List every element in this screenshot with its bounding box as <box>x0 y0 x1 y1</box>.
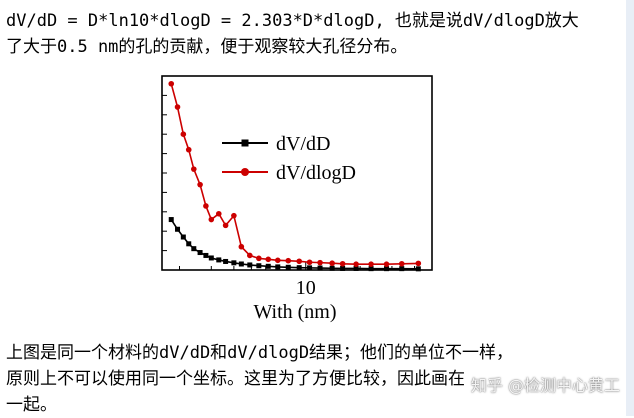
data-point-dvdlogd <box>222 222 229 229</box>
data-point-dvdlogd <box>191 166 197 172</box>
data-point-dvdd <box>368 266 374 272</box>
bottom-paragraph: 上图是同一个材料的dV/dD和dV/dlogD结果；他们的单位不一样， 原则上不… <box>6 340 513 418</box>
data-point-dvdd <box>353 265 359 271</box>
data-point-dvdlogd <box>274 257 281 264</box>
data-point-dvdlogd <box>383 261 390 267</box>
data-point-dvdd <box>384 266 390 272</box>
data-point-dvdd <box>307 265 313 271</box>
data-point-dvdd <box>180 234 186 240</box>
top-paragraph-line-2: 了大于0.5 nm的孔的贡献，便于观察较大孔径分布。 <box>6 37 408 57</box>
data-point-dvdlogd <box>329 260 335 267</box>
data-point-dvdd <box>216 257 222 263</box>
bottom-paragraph-line-1: 上图是同一个材料的dV/dD和dV/dlogD结果；他们的单位不一样， <box>6 343 514 363</box>
data-point-dvdlogd <box>353 261 359 267</box>
data-point-dvdlogd <box>238 243 245 250</box>
data-point-dvdd <box>247 262 253 268</box>
data-point-dvdlogd <box>174 104 181 110</box>
data-point-dvdlogd <box>197 181 203 188</box>
data-point-dvdlogd <box>317 259 323 266</box>
right-edge-strip <box>626 0 634 416</box>
legend-marker-dvdd <box>241 139 249 147</box>
data-point-dvdlogd <box>285 257 292 264</box>
zhihu-watermark: 知乎 @检测中心黄工 <box>470 376 620 395</box>
data-point-dvdlogd <box>306 259 313 266</box>
bottom-paragraph-line-2: 原则上不可以使用同一个坐标。这里为了方便比较，因此画在 <box>6 369 465 389</box>
x-tick-label-10: 10 <box>296 277 316 299</box>
data-point-dvdlogd <box>185 146 192 153</box>
data-point-dvdlogd <box>296 258 303 265</box>
data-point-dvdd <box>340 265 346 271</box>
data-point-dvdd <box>197 250 203 256</box>
legend-label-dvdlogd: dV/dlogD <box>276 162 356 184</box>
data-point-dvdd <box>296 265 302 271</box>
data-point-dvdlogd <box>246 252 253 259</box>
data-point-dvdlogd <box>203 203 209 209</box>
top-paragraph-line-1: dV/dD = D*ln10*dlogD = 2.303*D*dlogD, 也就… <box>6 11 579 31</box>
data-point-dvdd <box>256 263 262 269</box>
data-point-dvdd <box>186 241 192 247</box>
data-point-dvdlogd <box>368 261 374 267</box>
data-point-dvdd <box>275 264 281 270</box>
data-point-dvdd <box>285 264 291 270</box>
data-point-dvdlogd <box>180 131 187 137</box>
data-point-dvdd <box>231 260 237 266</box>
data-point-dvdd <box>317 265 323 271</box>
top-paragraph: dV/dD = D*ln10*dlogD = 2.303*D*dlogD, 也就… <box>6 8 579 60</box>
data-point-dvdd <box>203 252 209 258</box>
data-point-dvdd <box>191 246 197 252</box>
data-point-dvdlogd <box>256 255 262 262</box>
data-point-dvdlogd <box>208 216 215 223</box>
data-point-dvdlogd <box>215 210 222 217</box>
data-point-dvdd <box>399 266 405 272</box>
data-point-dvdd <box>265 263 271 269</box>
data-point-dvdd <box>175 226 181 232</box>
data-point-dvdlogd <box>265 256 272 263</box>
data-point-dvdd <box>415 266 421 272</box>
legend-marker-dvdlogd <box>241 168 249 176</box>
data-point-dvdd <box>329 265 335 271</box>
bottom-paragraph-line-3: 一起。 <box>6 395 57 415</box>
data-point-dvdd <box>208 255 214 261</box>
data-point-dvdd <box>238 261 244 267</box>
data-point-dvdd <box>168 217 174 223</box>
data-point-dvdlogd <box>339 260 346 267</box>
data-point-dvdlogd <box>231 212 237 219</box>
data-point-dvdlogd <box>398 260 405 267</box>
x-axis-label: With (nm) <box>253 301 336 323</box>
legend-label-dvdd: dV/dD <box>276 133 330 155</box>
data-point-dvdd <box>223 258 229 264</box>
data-point-dvdlogd <box>415 260 422 267</box>
data-point-dvdlogd <box>168 80 175 87</box>
